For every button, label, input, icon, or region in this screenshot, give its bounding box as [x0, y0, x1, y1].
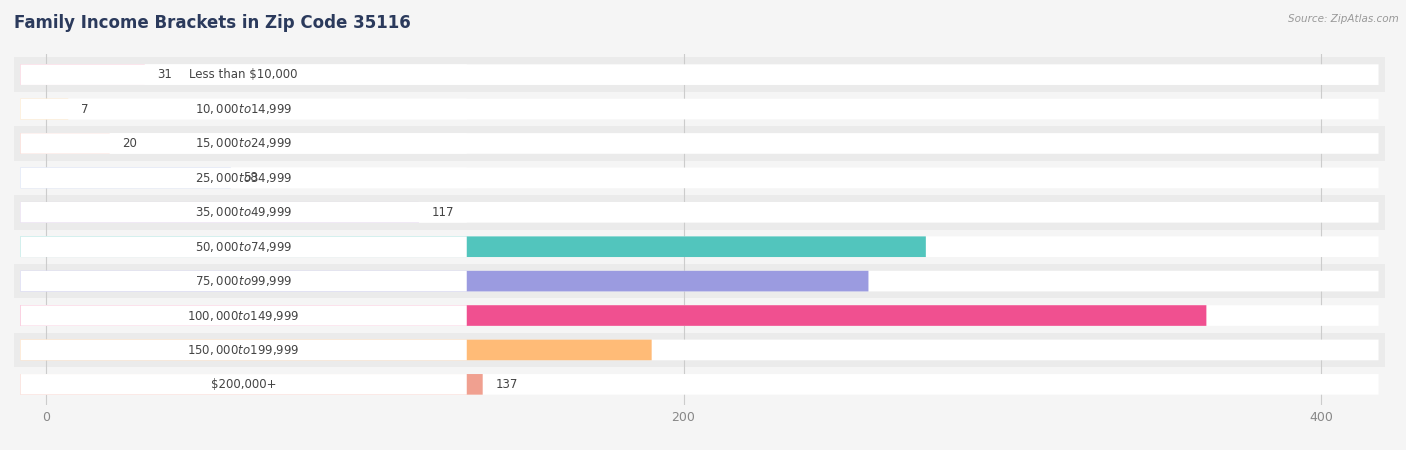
Text: $50,000 to $74,999: $50,000 to $74,999 [195, 240, 292, 254]
FancyBboxPatch shape [21, 305, 1206, 326]
FancyBboxPatch shape [21, 340, 1378, 360]
Text: 20: 20 [122, 137, 138, 150]
FancyBboxPatch shape [21, 340, 651, 360]
FancyBboxPatch shape [14, 195, 1385, 230]
Text: $75,000 to $99,999: $75,000 to $99,999 [195, 274, 292, 288]
FancyBboxPatch shape [14, 161, 1385, 195]
FancyBboxPatch shape [21, 202, 419, 223]
FancyBboxPatch shape [21, 64, 1378, 85]
FancyBboxPatch shape [14, 126, 1385, 161]
Text: 117: 117 [432, 206, 454, 219]
FancyBboxPatch shape [21, 133, 467, 154]
FancyBboxPatch shape [21, 64, 145, 85]
FancyBboxPatch shape [21, 99, 69, 119]
FancyBboxPatch shape [14, 92, 1385, 126]
FancyBboxPatch shape [21, 202, 1378, 223]
FancyBboxPatch shape [21, 167, 467, 188]
Text: $35,000 to $49,999: $35,000 to $49,999 [195, 205, 292, 219]
FancyBboxPatch shape [21, 64, 467, 85]
FancyBboxPatch shape [21, 271, 467, 292]
Text: Less than $10,000: Less than $10,000 [190, 68, 298, 81]
FancyBboxPatch shape [21, 374, 1378, 395]
Text: 190: 190 [658, 343, 682, 356]
Text: 258: 258 [875, 274, 900, 288]
FancyBboxPatch shape [21, 374, 482, 395]
FancyBboxPatch shape [21, 236, 1378, 257]
FancyBboxPatch shape [21, 202, 467, 223]
FancyBboxPatch shape [14, 333, 1385, 367]
Text: $200,000+: $200,000+ [211, 378, 277, 391]
FancyBboxPatch shape [14, 298, 1385, 333]
Text: $15,000 to $24,999: $15,000 to $24,999 [195, 136, 292, 150]
FancyBboxPatch shape [21, 305, 1378, 326]
FancyBboxPatch shape [21, 236, 925, 257]
FancyBboxPatch shape [21, 99, 467, 119]
Text: $25,000 to $34,999: $25,000 to $34,999 [195, 171, 292, 185]
Text: $100,000 to $149,999: $100,000 to $149,999 [187, 309, 299, 323]
Text: Source: ZipAtlas.com: Source: ZipAtlas.com [1288, 14, 1399, 23]
FancyBboxPatch shape [14, 58, 1385, 92]
FancyBboxPatch shape [21, 133, 1378, 154]
Text: 276: 276 [932, 240, 956, 253]
Text: 31: 31 [157, 68, 173, 81]
FancyBboxPatch shape [14, 264, 1385, 298]
FancyBboxPatch shape [21, 99, 1378, 119]
Text: 137: 137 [495, 378, 517, 391]
Text: $10,000 to $14,999: $10,000 to $14,999 [195, 102, 292, 116]
FancyBboxPatch shape [14, 230, 1385, 264]
FancyBboxPatch shape [21, 167, 1378, 188]
FancyBboxPatch shape [21, 340, 467, 360]
FancyBboxPatch shape [21, 236, 467, 257]
FancyBboxPatch shape [21, 271, 869, 292]
Text: $150,000 to $199,999: $150,000 to $199,999 [187, 343, 299, 357]
FancyBboxPatch shape [14, 367, 1385, 401]
FancyBboxPatch shape [21, 305, 467, 326]
Text: Family Income Brackets in Zip Code 35116: Family Income Brackets in Zip Code 35116 [14, 14, 411, 32]
FancyBboxPatch shape [21, 167, 231, 188]
Text: 58: 58 [243, 171, 259, 184]
FancyBboxPatch shape [21, 374, 467, 395]
Text: 364: 364 [1213, 309, 1237, 322]
FancyBboxPatch shape [21, 133, 110, 154]
Text: 7: 7 [82, 103, 89, 116]
FancyBboxPatch shape [21, 271, 1378, 292]
